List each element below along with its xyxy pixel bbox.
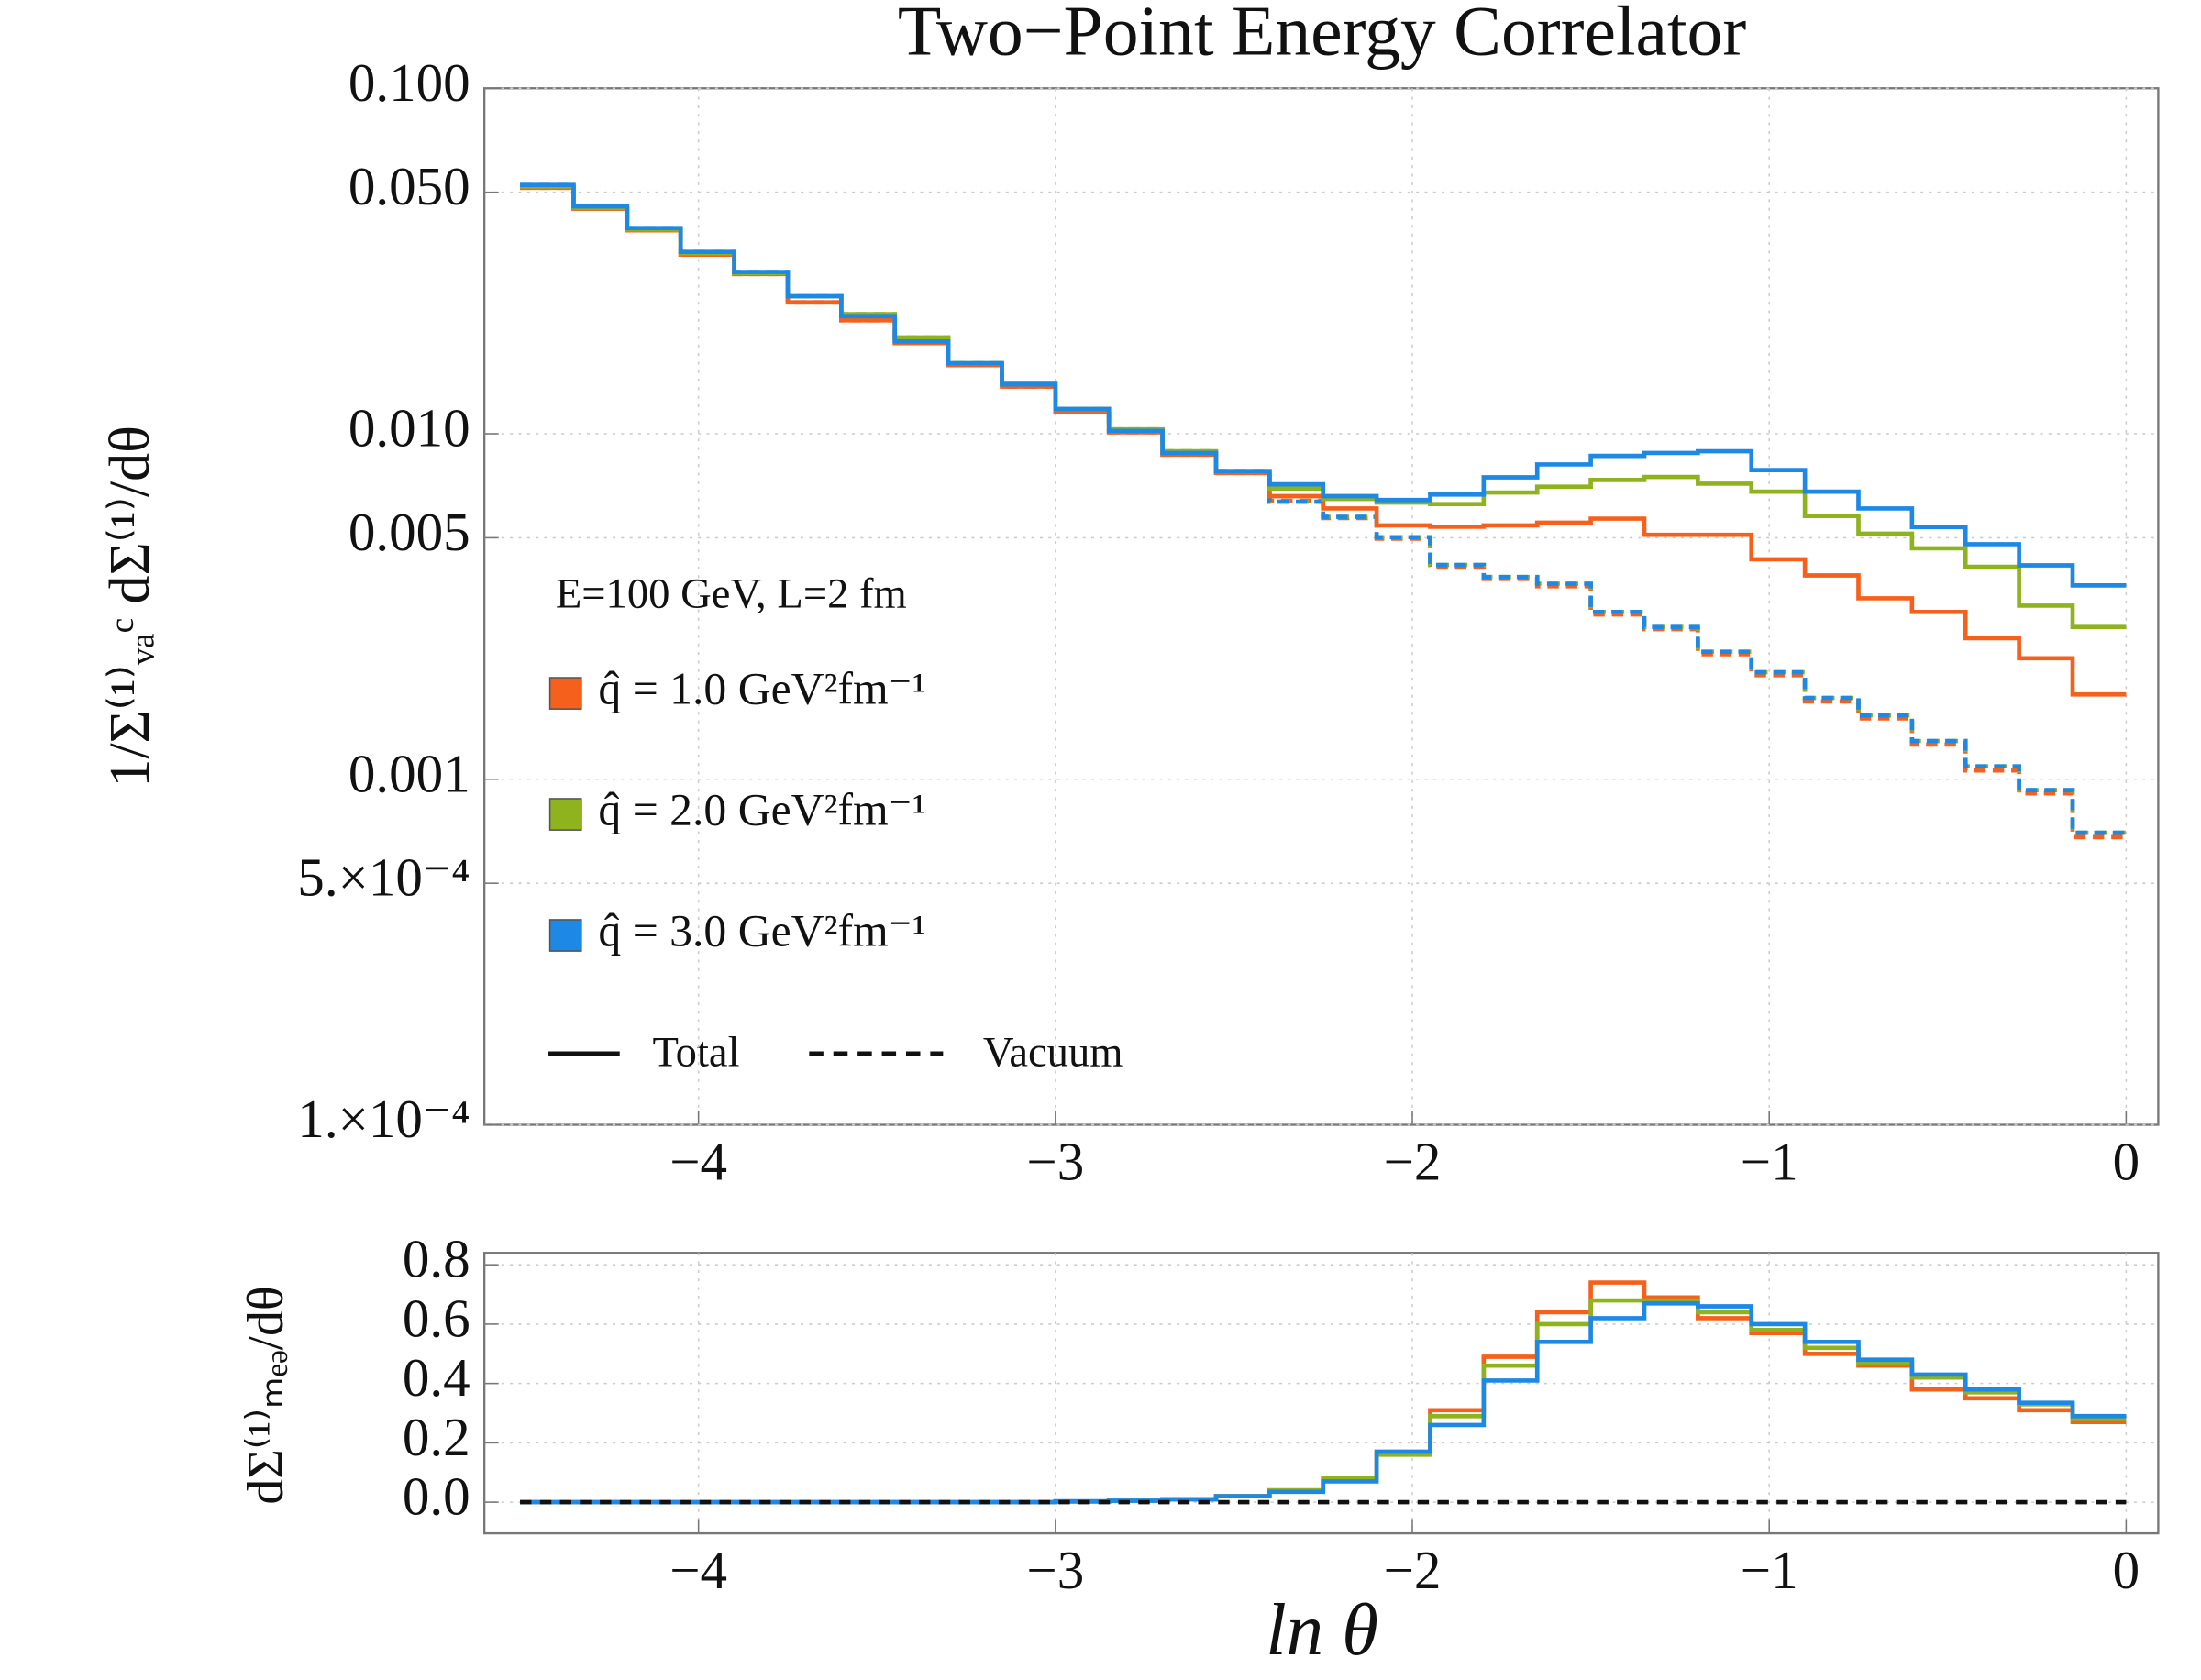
step-line: [520, 185, 2127, 697]
y-tick-label: 0.6: [403, 1288, 470, 1348]
legend-label: q̂ = 3.0 GeV²fm⁻¹: [598, 905, 925, 956]
plot-frame: [482, 87, 2160, 1126]
x-tick-label: −2: [1384, 1132, 1442, 1192]
y-tick-label: 0.4: [403, 1347, 470, 1408]
step-line: [520, 182, 2127, 588]
x-tick-label: −4: [669, 1540, 727, 1600]
legend-swatch: [548, 919, 582, 952]
legend-label: q̂ = 1.0 GeV²fm⁻¹: [598, 664, 925, 714]
chart-title: Two−Point Energy Correlator: [898, 0, 1747, 71]
y-tick-label: 0.2: [403, 1407, 470, 1467]
x-tick-label: 0: [2113, 1540, 2140, 1600]
y-tick-label: 5.×10⁻⁴: [297, 847, 470, 908]
x-tick-label: −1: [1741, 1132, 1798, 1192]
legend-label: Total: [652, 1029, 739, 1077]
step-line: [520, 1300, 2127, 1505]
x-tick-label: −3: [1026, 1132, 1084, 1192]
y-tick-label: 0.100: [348, 52, 470, 113]
plot-frame: [482, 1252, 2160, 1535]
step-line: [520, 1298, 2127, 1505]
x-tick-label: −1: [1741, 1540, 1798, 1600]
y-tick-label: 1.×10⁻⁴: [297, 1089, 470, 1149]
legend-label: q̂ = 2.0 GeV²fm⁻¹: [598, 784, 925, 834]
y-tick-label: 0.0: [403, 1466, 470, 1527]
y-axis-label: dΣ⁽¹⁾ₘₑₔ/dθ: [238, 1286, 294, 1504]
x-tick-label: −2: [1384, 1540, 1442, 1600]
x-axis-label: ln θ: [1266, 1589, 1378, 1671]
y-axis-label: 1/Σ⁽¹⁾ᵥₐᶜ dΣ⁽¹⁾/dθ: [99, 426, 161, 788]
y-tick-label: 0.050: [348, 156, 470, 216]
x-tick-label: 0: [2113, 1132, 2140, 1192]
y-tick-label: 0.8: [403, 1229, 470, 1289]
annotation: E=100 GeV, L=2 fm: [556, 570, 907, 618]
x-tick-label: −3: [1026, 1540, 1084, 1600]
y-tick-label: 0.005: [348, 502, 470, 562]
y-tick-label: 0.010: [348, 398, 470, 459]
legend-label: Vacuum: [983, 1029, 1123, 1077]
x-tick-label: −4: [669, 1132, 727, 1192]
y-tick-label: 0.001: [348, 743, 470, 803]
legend-swatch: [548, 798, 582, 831]
step-line: [520, 183, 2127, 629]
legend-swatch: [548, 677, 582, 710]
step-line: [520, 1280, 2127, 1505]
